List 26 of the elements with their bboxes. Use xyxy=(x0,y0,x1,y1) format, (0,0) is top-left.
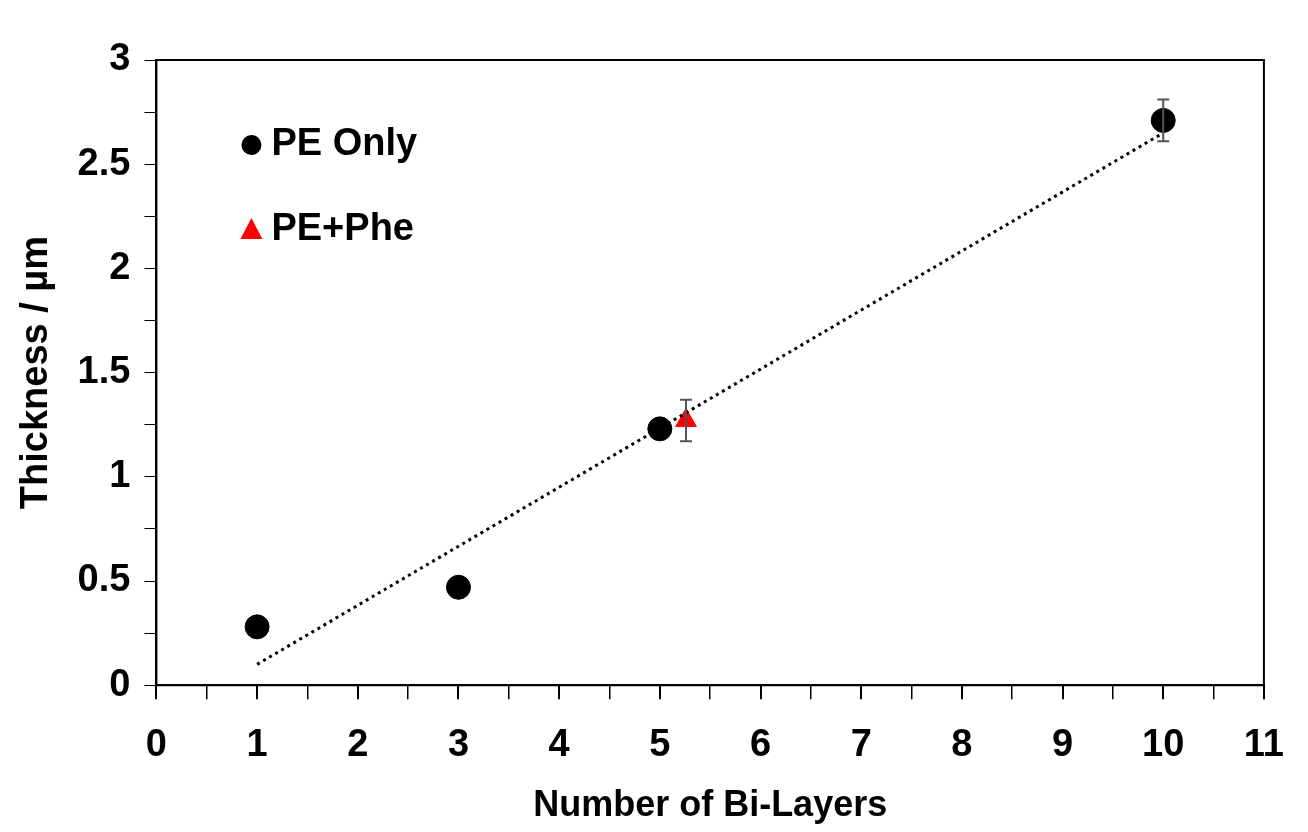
y-tick-label: 0 xyxy=(109,661,131,704)
x-tick-label: 0 xyxy=(145,722,167,765)
y-tick-label: 2 xyxy=(109,244,131,287)
y-tick-label: 1.5 xyxy=(77,349,131,392)
x-tick-label: 4 xyxy=(548,722,570,765)
point xyxy=(244,614,270,640)
x-tick-label: 7 xyxy=(850,722,872,765)
legend-label: PE+Phe xyxy=(271,206,414,249)
x-tick-label: 9 xyxy=(1051,722,1074,765)
y-tick-label: 2.5 xyxy=(77,140,131,183)
x-tick-label: 6 xyxy=(749,722,772,765)
y-tick-label: 3 xyxy=(109,36,131,79)
y-axis-title: Thickness / µm xyxy=(13,235,56,510)
x-tick-label: 1 xyxy=(246,722,268,765)
x-tick-label: 3 xyxy=(447,722,470,765)
point xyxy=(445,574,471,600)
x-tick-label: 8 xyxy=(951,722,973,765)
x-axis-title: Number of Bi-Layers xyxy=(533,783,888,825)
x-tick-label: 11 xyxy=(1243,722,1284,765)
x-tick-label: 2 xyxy=(347,722,369,765)
legend-label: PE Only xyxy=(271,121,418,164)
x-tick-label: 10 xyxy=(1142,722,1185,765)
y-tick-label: 0.5 xyxy=(77,557,131,600)
point xyxy=(647,416,673,442)
y-tick-label: 1 xyxy=(109,453,131,496)
x-tick-label: 5 xyxy=(649,722,671,765)
